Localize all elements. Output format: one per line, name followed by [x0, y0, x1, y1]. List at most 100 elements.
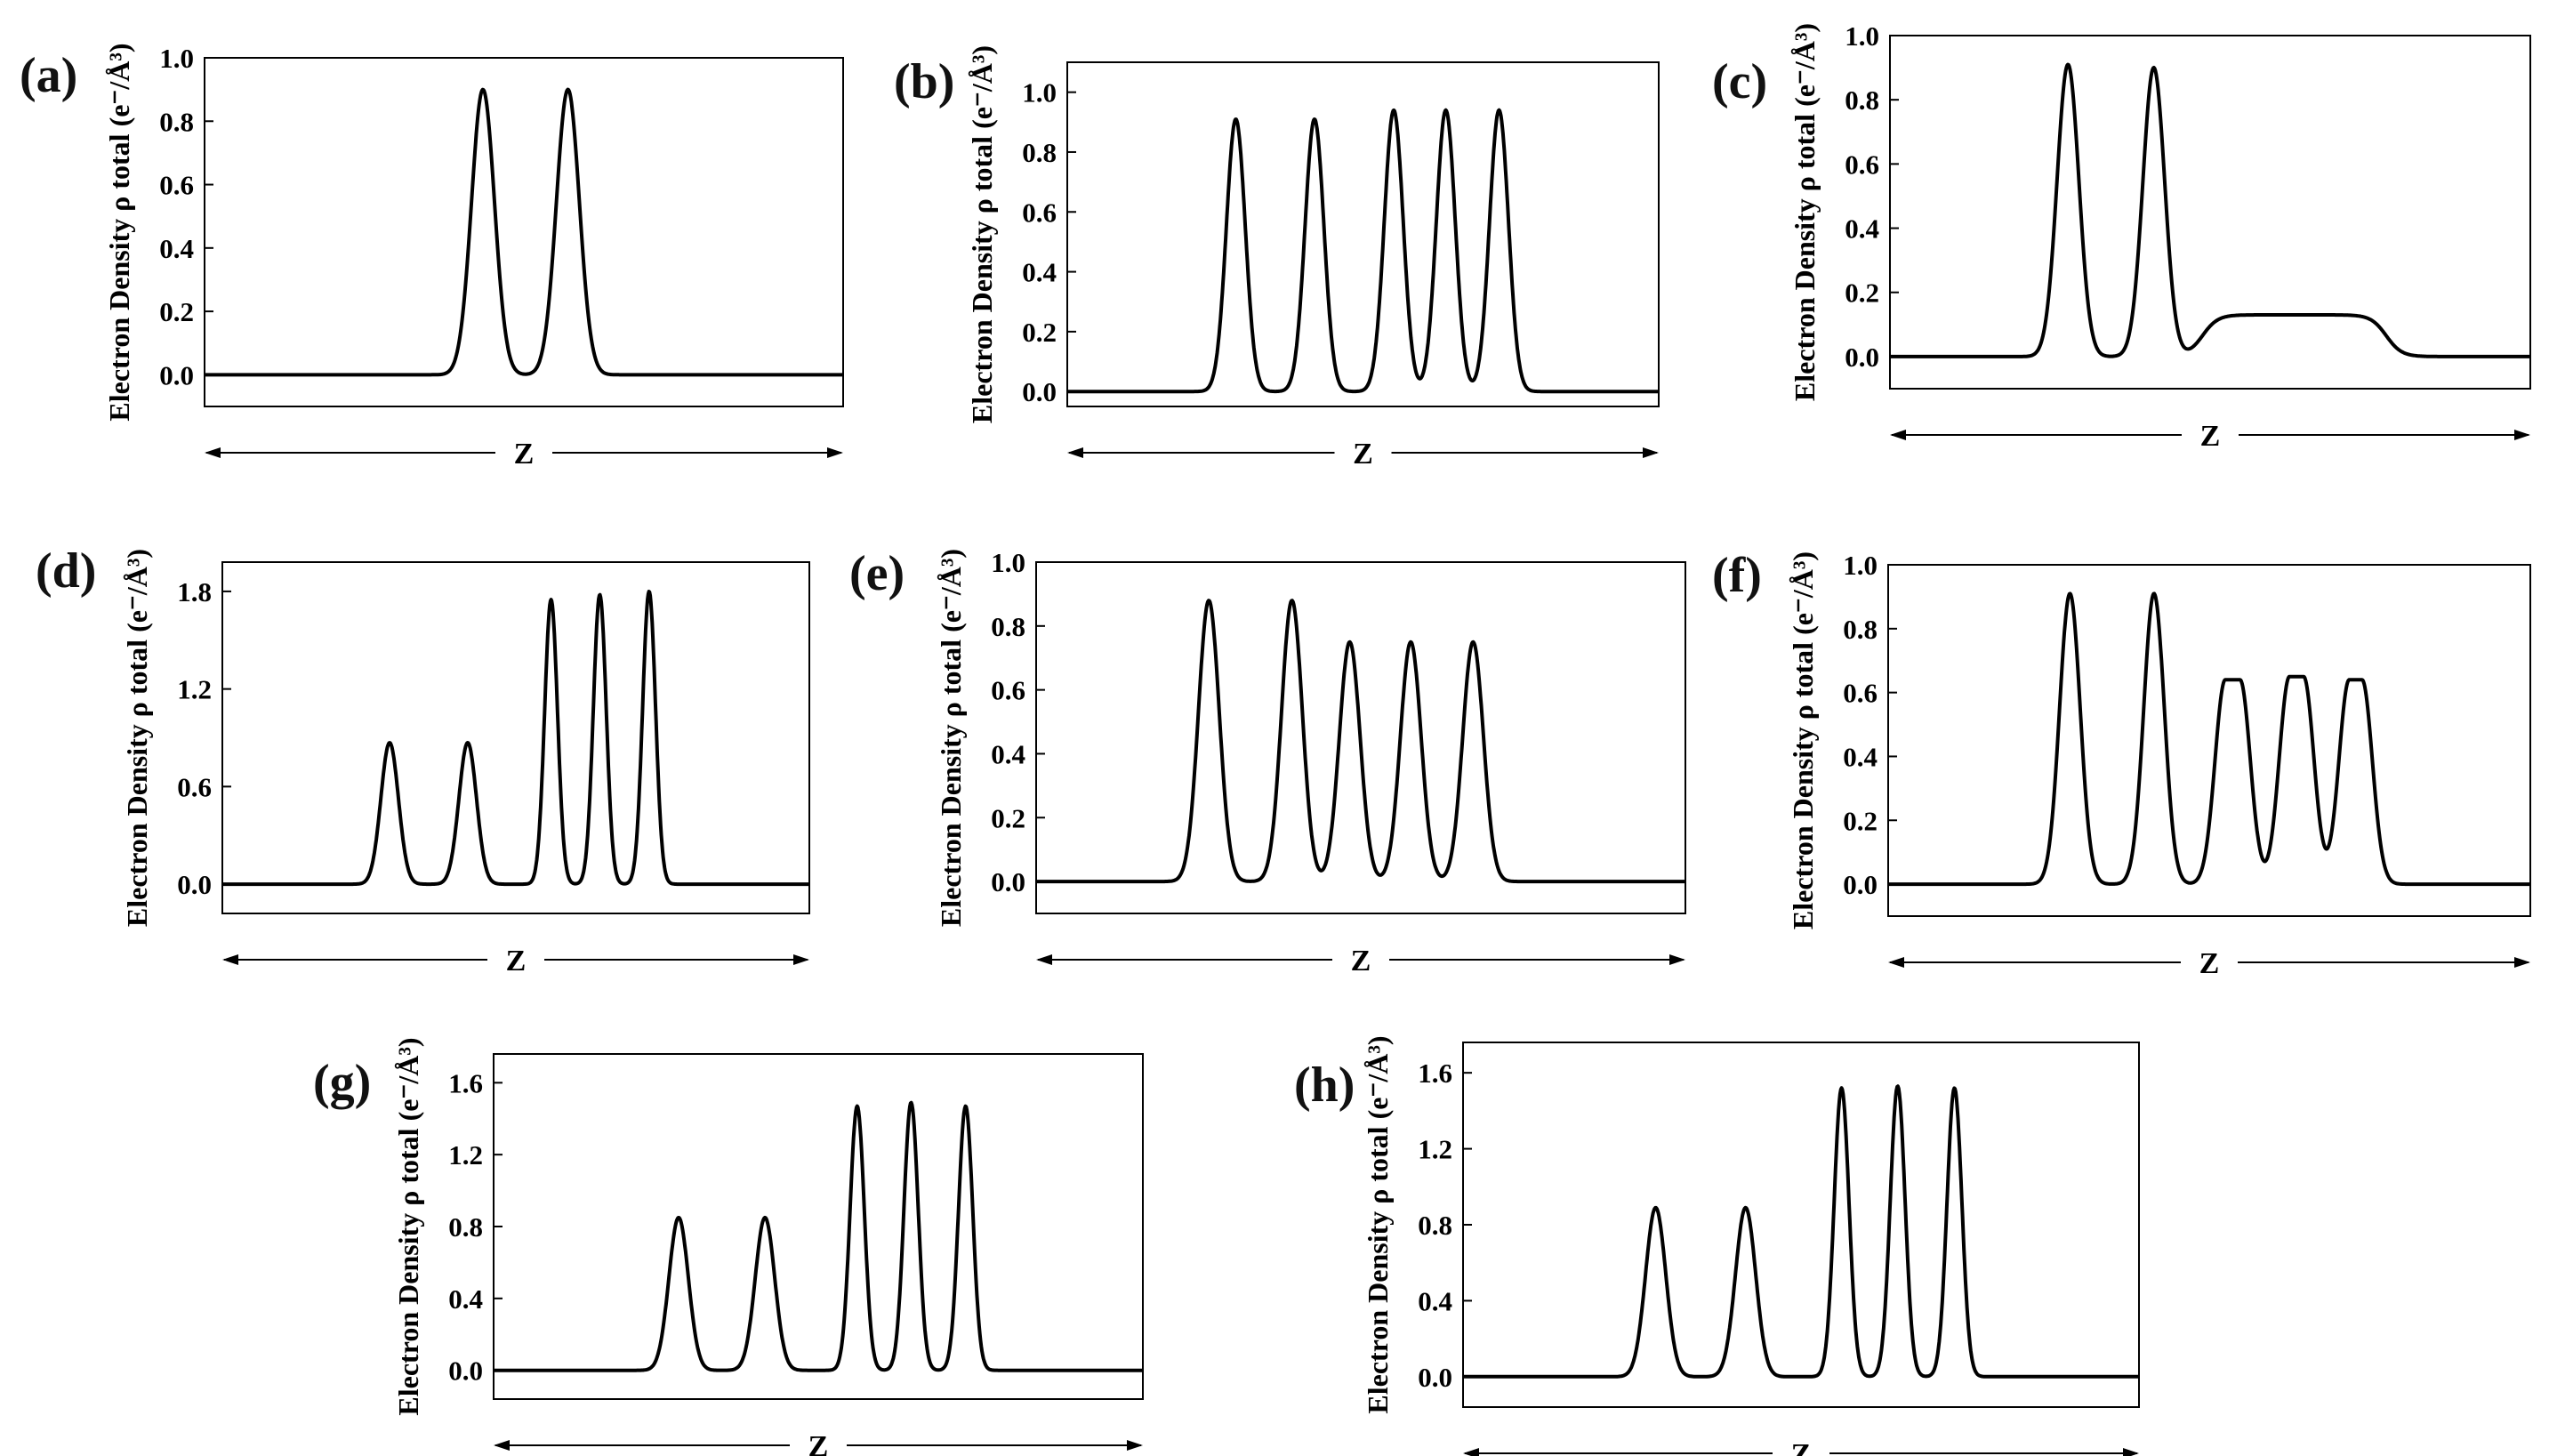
y-tick-label: 0.8: [448, 1211, 483, 1243]
panel-label: (e): [849, 546, 905, 601]
panel-label: (f): [1712, 548, 1762, 603]
panel-label: (g): [313, 1055, 371, 1110]
y-tick-label: 0.4: [1845, 213, 1879, 245]
y-tick-label: 1.0: [1843, 550, 1878, 581]
y-tick-label: 0.0: [177, 869, 212, 900]
density-curve: [1888, 62, 2532, 358]
x-axis-label: Z: [808, 1430, 829, 1456]
density-curve: [203, 87, 845, 377]
y-axis-label: Electron Density ρ total (e⁻/Å³): [1787, 551, 1819, 929]
chart-panel-f: (f) 0.0 0.2 0.4 0.6 0.8 1.0 Electron Density ρ …: [1712, 548, 2532, 980]
x-arrowhead-left: [1888, 957, 1904, 968]
y-tick-label: 0.4: [991, 738, 1025, 769]
y-tick-label: 0.4: [448, 1283, 483, 1315]
y-tick-label: 0.4: [1418, 1285, 1452, 1316]
plot-frame: [1887, 564, 2531, 917]
x-axis-label: Z: [2199, 947, 2220, 980]
y-tick-label: 0.8: [1845, 84, 1879, 116]
panel-label: (a): [20, 48, 77, 103]
density-curve: [221, 590, 811, 887]
y-tick-label: 0.0: [159, 359, 194, 390]
x-arrowhead-right: [1643, 447, 1659, 458]
panel-label: (d): [36, 543, 96, 599]
y-axis-label: Electron Density ρ total (e⁻/Å³): [121, 549, 153, 927]
panel-label: (h): [1294, 1058, 1355, 1113]
x-arrowhead-left: [222, 954, 238, 965]
y-tick-label: 1.2: [448, 1139, 483, 1170]
chart-panel-a: (a) 0.0 0.2 0.4 0.6 0.8 1.0 Electron Density ρ …: [20, 43, 845, 471]
y-tick-label: 1.2: [177, 674, 212, 705]
y-tick-label: 0.2: [1022, 317, 1057, 348]
y-axis-label: Electron Density ρ total (e⁻/Å³): [1362, 1035, 1394, 1413]
y-tick-label: 1.8: [177, 576, 212, 607]
chart-panel-d: (d) 0.0 0.6 1.2 1.8 Electron Density ρ total …: [36, 543, 811, 977]
y-tick-label: 0.0: [1418, 1362, 1452, 1393]
x-axis-label: Z: [506, 945, 527, 977]
x-arrowhead-right: [1669, 954, 1685, 965]
plot-frame: [204, 57, 844, 407]
density-curve: [1065, 108, 1660, 394]
y-tick-label: 0.6: [159, 170, 194, 201]
y-tick-label: 1.2: [1418, 1134, 1452, 1165]
y-tick-label: 0.8: [159, 106, 194, 137]
x-axis-label: Z: [514, 438, 535, 471]
x-axis-label: Z: [1351, 945, 1371, 977]
x-arrowhead-right: [827, 447, 843, 458]
plot-frame: [1889, 35, 2531, 390]
y-tick-label: 0.6: [1022, 197, 1057, 228]
y-axis-label: Electron Density ρ total (e⁻/Å³): [103, 43, 135, 421]
y-tick-label: 1.0: [1845, 20, 1879, 52]
x-arrowhead-left: [1036, 954, 1052, 965]
density-curve: [1886, 591, 2532, 887]
y-tick-label: 0.0: [448, 1355, 483, 1387]
y-axis-label: Electron Density ρ total (e⁻/Å³): [392, 1037, 424, 1415]
x-arrowhead-right: [2514, 430, 2530, 440]
plot-frame: [493, 1053, 1144, 1400]
x-arrowhead-left: [205, 447, 221, 458]
density-curve: [1034, 599, 1687, 884]
y-tick-label: 1.0: [1022, 77, 1057, 109]
x-axis-label: Z: [1353, 438, 1373, 471]
y-tick-label: 1.0: [159, 43, 194, 74]
x-arrowhead-left: [494, 1440, 510, 1451]
plot-frame: [1462, 1042, 2140, 1408]
y-tick-label: 0.4: [1022, 257, 1057, 288]
y-tick-label: 0.0: [1022, 376, 1057, 407]
y-tick-label: 0.2: [1843, 805, 1878, 836]
y-tick-label: 0.6: [991, 675, 1025, 706]
y-tick-label: 1.6: [1418, 1058, 1452, 1089]
x-axis-label: Z: [2200, 420, 2221, 453]
y-tick-label: 0.0: [1843, 869, 1878, 900]
y-tick-label: 0.2: [1845, 278, 1879, 309]
y-tick-label: 1.6: [448, 1067, 483, 1098]
plot-frame: [221, 561, 810, 914]
y-tick-label: 0.6: [1843, 678, 1878, 709]
density-curve: [1461, 1084, 2141, 1379]
chart-panel-c: (c) 0.0 0.2 0.4 0.6 0.8 1.0 Electron Density ρ …: [1712, 20, 2532, 453]
y-axis-label: Electron Density ρ total (e⁻/Å³): [1789, 23, 1821, 401]
x-arrowhead-left: [1463, 1448, 1479, 1456]
y-axis-label: Electron Density ρ total (e⁻/Å³): [935, 549, 967, 927]
y-tick-label: 0.0: [1845, 342, 1879, 373]
y-tick-label: 0.4: [159, 233, 194, 264]
y-tick-label: 0.2: [991, 802, 1025, 833]
y-tick-label: 0.8: [991, 611, 1025, 642]
chart-panel-h: (h) 0.0 0.4 0.8 1.2 1.6 Electron Density ρ tot…: [1294, 1035, 2141, 1456]
y-tick-label: 0.6: [1845, 149, 1879, 180]
chart-panel-e: (e) 0.0 0.2 0.4 0.6 0.8 1.0 Electron Density ρ …: [849, 546, 1687, 977]
x-axis-label: Z: [1791, 1438, 1812, 1456]
chart-panel-g: (g) 0.0 0.4 0.8 1.2 1.6 Electron Density ρ tot…: [313, 1037, 1145, 1456]
y-tick-label: 0.4: [1843, 741, 1878, 772]
x-arrowhead-left: [1067, 447, 1083, 458]
y-tick-label: 0.8: [1022, 137, 1057, 168]
x-arrowhead-right: [2123, 1448, 2139, 1456]
y-tick-label: 0.8: [1843, 614, 1878, 645]
y-tick-label: 1.0: [991, 547, 1025, 578]
x-arrowhead-left: [1890, 430, 1906, 440]
x-arrowhead-right: [1127, 1440, 1143, 1451]
panel-label: (c): [1712, 54, 1767, 109]
y-tick-label: 0.8: [1418, 1210, 1452, 1241]
y-tick-label: 0.2: [159, 296, 194, 327]
x-arrowhead-right: [793, 954, 809, 965]
